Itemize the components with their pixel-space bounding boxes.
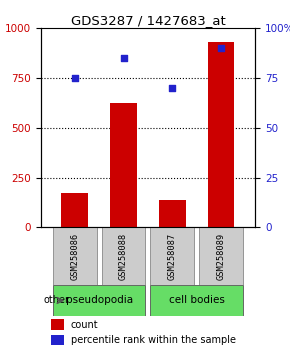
- Bar: [102, 227, 146, 285]
- Text: GSM258086: GSM258086: [70, 233, 79, 280]
- Text: cell bodies: cell bodies: [169, 296, 225, 306]
- Text: GSM258087: GSM258087: [168, 233, 177, 280]
- Bar: [53, 227, 97, 285]
- Point: [219, 45, 223, 51]
- Bar: [150, 285, 243, 316]
- Bar: [150, 227, 194, 285]
- Point: [121, 55, 126, 61]
- Bar: [61, 193, 88, 227]
- Text: GSM258088: GSM258088: [119, 233, 128, 280]
- Text: percentile rank within the sample: percentile rank within the sample: [71, 335, 236, 345]
- Text: count: count: [71, 320, 98, 330]
- Bar: [199, 227, 243, 285]
- Text: GSM258089: GSM258089: [217, 233, 226, 280]
- Title: GDS3287 / 1427683_at: GDS3287 / 1427683_at: [70, 14, 225, 27]
- Text: pseudopodia: pseudopodia: [66, 296, 133, 306]
- Bar: [110, 103, 137, 227]
- Point: [72, 75, 77, 81]
- Bar: [53, 285, 146, 316]
- Point: [170, 85, 175, 91]
- Text: other: other: [43, 296, 69, 306]
- Bar: [51, 319, 64, 330]
- Bar: [208, 42, 235, 227]
- Bar: [51, 335, 64, 346]
- Bar: [159, 200, 186, 227]
